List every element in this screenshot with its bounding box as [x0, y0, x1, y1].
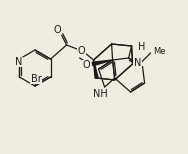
Text: Br: Br	[31, 74, 41, 84]
Polygon shape	[94, 60, 98, 78]
Text: Me: Me	[154, 47, 166, 55]
Text: O: O	[83, 60, 91, 70]
Text: O: O	[78, 46, 85, 56]
Text: O: O	[54, 25, 61, 35]
Text: N: N	[15, 57, 22, 67]
Text: N: N	[134, 58, 141, 68]
Polygon shape	[92, 60, 113, 66]
Text: NH: NH	[93, 89, 108, 99]
Text: H: H	[138, 42, 145, 52]
